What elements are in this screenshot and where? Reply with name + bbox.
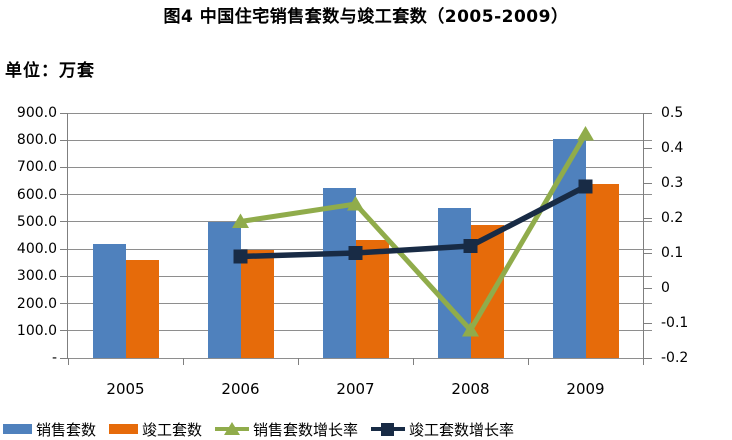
legend: 销售套数 竣工套数 销售套数增长率 竣工套数增长率 (3, 419, 527, 439)
left-axis-tick-label: 300.0 (16, 268, 57, 285)
left-axis-tick-label: 200.0 (16, 295, 57, 312)
bar-sales-2006 (207, 221, 241, 358)
legend-label-completed-growth: 竣工套数增长率 (409, 420, 515, 439)
right-axis-tick-label: 0.3 (661, 175, 684, 191)
bar-completed-2008 (470, 224, 504, 358)
right-axis-tick-label: 0.1 (661, 245, 684, 261)
completed-bar-swatch (109, 424, 139, 434)
bar-completed-2007 (355, 239, 389, 358)
bar-completed-2009 (585, 183, 619, 358)
left-axis-tick-label: 500.0 (16, 213, 57, 230)
left-axis-line (67, 113, 68, 358)
right-axis-tick-label: -0.2 (661, 350, 689, 366)
x-axis-label-2008: 2008 (451, 380, 490, 398)
right-axis-tick-label: 0 (661, 280, 670, 296)
left-axis-tick (60, 357, 68, 359)
legend-item-completed: 竣工套数 (109, 419, 202, 440)
bar-completed-2005 (125, 260, 159, 358)
gridline (68, 112, 652, 114)
right-axis-line (643, 113, 644, 358)
line-销售套数增长率 (240, 132, 588, 335)
legend-label-completed: 竣工套数 (142, 420, 203, 439)
right-axis-tick (644, 112, 652, 114)
left-axis-tick-label: 900.0 (16, 105, 57, 121)
chart-title: 图4 中国住宅销售套数与竣工套数（2005-2009） (163, 7, 569, 27)
x-axis-label-2007: 2007 (336, 380, 375, 398)
bar-sales-2005 (92, 243, 126, 358)
right-axis-tick (644, 182, 652, 184)
bar-sales-2007 (322, 187, 356, 358)
x-axis-tick (298, 358, 299, 365)
legend-item-completed-growth: 竣工套数增长率 (371, 419, 514, 440)
left-axis-tick-label: 400.0 (16, 241, 57, 258)
legend-label-sales: 销售套数 (36, 420, 97, 439)
legend-item-sales-growth: 销售套数增长率 (215, 419, 358, 440)
left-axis-tick (60, 166, 68, 168)
left-axis-tick (60, 139, 68, 141)
legend-label-sales-growth: 销售套数增长率 (253, 420, 359, 439)
left-axis-tick (60, 275, 68, 277)
right-axis-tick (644, 252, 652, 254)
bar-sales-2009 (552, 138, 586, 358)
right-axis-tick (644, 357, 652, 359)
gridline (68, 357, 652, 359)
left-axis-tick-label: 600.0 (16, 186, 57, 203)
left-axis-tick-label: 800.0 (16, 132, 57, 149)
x-axis-label-2005: 2005 (106, 380, 145, 398)
left-axis-tick-label: 100.0 (16, 322, 57, 339)
right-axis-tick-label: 0.4 (661, 140, 684, 156)
bar-completed-2006 (240, 250, 274, 358)
right-axis-tick (644, 287, 652, 289)
right-axis-tick-label: 0.5 (661, 105, 684, 121)
x-axis-tick (528, 358, 529, 365)
left-axis-tick-label: - (51, 350, 57, 366)
x-axis-tick (643, 358, 644, 365)
left-axis-tick (60, 194, 68, 196)
legend-item-sales: 销售套数 (3, 419, 96, 440)
sales-growth-line-swatch (215, 422, 250, 436)
left-axis-tick (60, 221, 68, 223)
right-axis-tick-label: -0.1 (661, 315, 689, 331)
triangle-marker-icon (224, 422, 241, 435)
right-axis-tick (644, 322, 652, 324)
left-axis-tick (60, 248, 68, 250)
left-axis-tick-label: 700.0 (16, 159, 57, 176)
x-axis-label-2009: 2009 (566, 380, 605, 398)
x-axis-tick (183, 358, 184, 365)
x-axis-tick (68, 358, 69, 365)
left-axis-tick (60, 330, 68, 332)
left-axis-tick (60, 303, 68, 305)
sales-bar-swatch (3, 424, 32, 434)
right-axis-tick (644, 147, 652, 149)
bar-sales-2008 (437, 208, 471, 358)
x-axis-label-2006: 2006 (221, 380, 260, 398)
square-marker-icon (381, 422, 395, 436)
unit-label: 单位：万套 (5, 61, 95, 81)
completed-growth-line-swatch (371, 422, 406, 436)
x-axis-tick (413, 358, 414, 365)
left-axis-tick (60, 112, 68, 114)
right-axis-tick-label: 0.2 (661, 210, 684, 226)
right-axis-tick (644, 217, 652, 219)
